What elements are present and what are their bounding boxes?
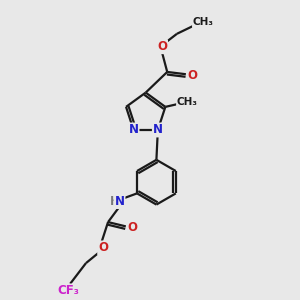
Text: O: O [98,242,108,254]
Text: O: O [127,221,137,234]
Text: CH₃: CH₃ [193,17,214,27]
Text: H: H [110,195,120,208]
Text: O: O [157,40,167,53]
Text: N: N [153,124,163,136]
Text: O: O [187,69,197,82]
Text: CF₃: CF₃ [58,284,80,298]
Text: N: N [129,124,139,136]
Text: N: N [115,195,124,208]
Text: CH₃: CH₃ [177,97,198,107]
